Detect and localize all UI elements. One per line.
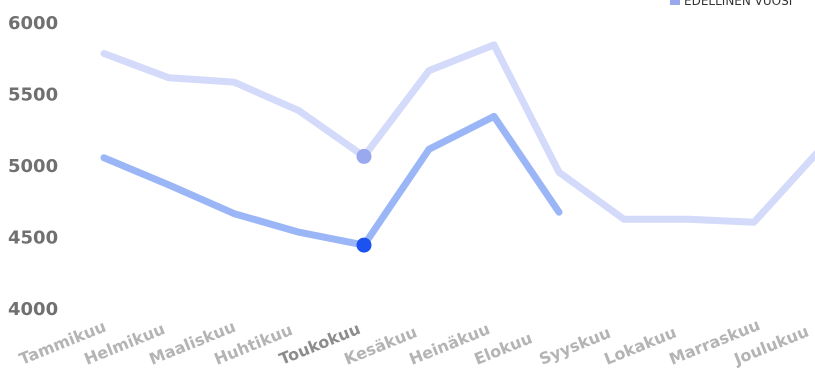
x-tick-label: Syyskuu	[536, 323, 613, 369]
y-tick-label: 5500	[8, 85, 58, 106]
y-tick-label: 4000	[8, 299, 58, 320]
legend-label-previous-year: EDELLINEN VUOSI	[684, 0, 792, 8]
y-tick-label: 4500	[8, 228, 58, 249]
series-line-current	[100, 112, 563, 249]
data-point-marker-previous[interactable]	[356, 148, 372, 164]
x-axis: TammikuuHelmikuuMaaliskuuHuhtikuuToukoku…	[16, 315, 811, 369]
y-tick-label: 6000	[8, 13, 58, 34]
legend-swatch-previous-year	[670, 0, 680, 5]
series-markers	[356, 148, 372, 253]
series-lines	[100, 41, 815, 249]
x-tick-label: Lokakuu	[601, 323, 679, 369]
data-point-marker-current[interactable]	[356, 237, 372, 253]
series-line-previous	[100, 41, 815, 226]
y-tick-label: 5000	[8, 156, 58, 177]
y-axis: 4000 4500 5000 5500 6000	[8, 13, 58, 320]
legend: EDELLINEN VUOSI	[670, 0, 792, 8]
